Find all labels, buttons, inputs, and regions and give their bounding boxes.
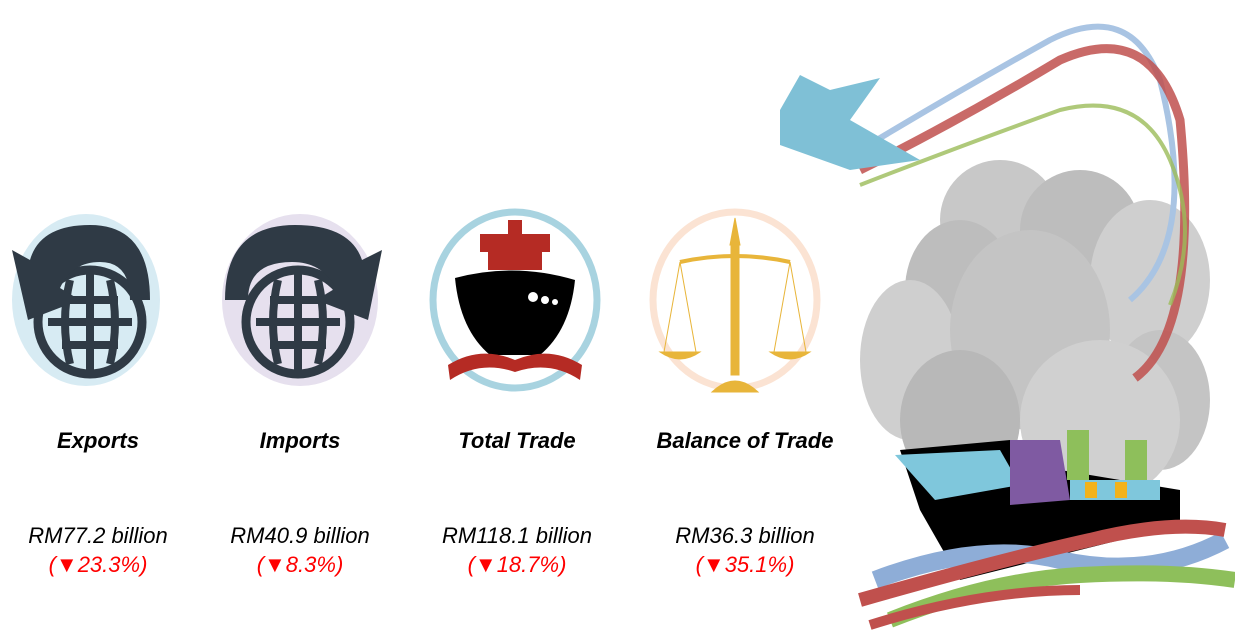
item-value: RM118.1 billion [442, 523, 592, 548]
item-change: (▼35.1%) [696, 552, 795, 577]
item-value: RM36.3 billion [675, 523, 814, 548]
total-trade-icon [433, 212, 597, 388]
item-change: (▼23.3%) [49, 552, 148, 577]
item-label: Total Trade [458, 428, 575, 453]
item-label: Exports [57, 428, 139, 453]
imports-icon [222, 214, 382, 386]
item-value: RM40.9 billion [230, 523, 369, 548]
item-change: (▼18.7%) [468, 552, 567, 577]
item-label: Balance of Trade [657, 428, 834, 453]
item-change: (▼8.3%) [257, 552, 344, 577]
page: Exports RM77.2 billion (▼23.3%) Imports RM40… [0, 0, 1235, 630]
infographic: Exports RM77.2 billion (▼23.3%) Imports RM40… [0, 0, 1235, 630]
exports-icon [12, 214, 160, 386]
item-texts: Exports RM77.2 billion (▼23.3%) Imports RM40… [28, 428, 833, 577]
decoration [780, 27, 1235, 625]
item-label: Imports [260, 428, 341, 453]
item-value: RM77.2 billion [28, 523, 167, 548]
balance-icon [653, 212, 817, 392]
